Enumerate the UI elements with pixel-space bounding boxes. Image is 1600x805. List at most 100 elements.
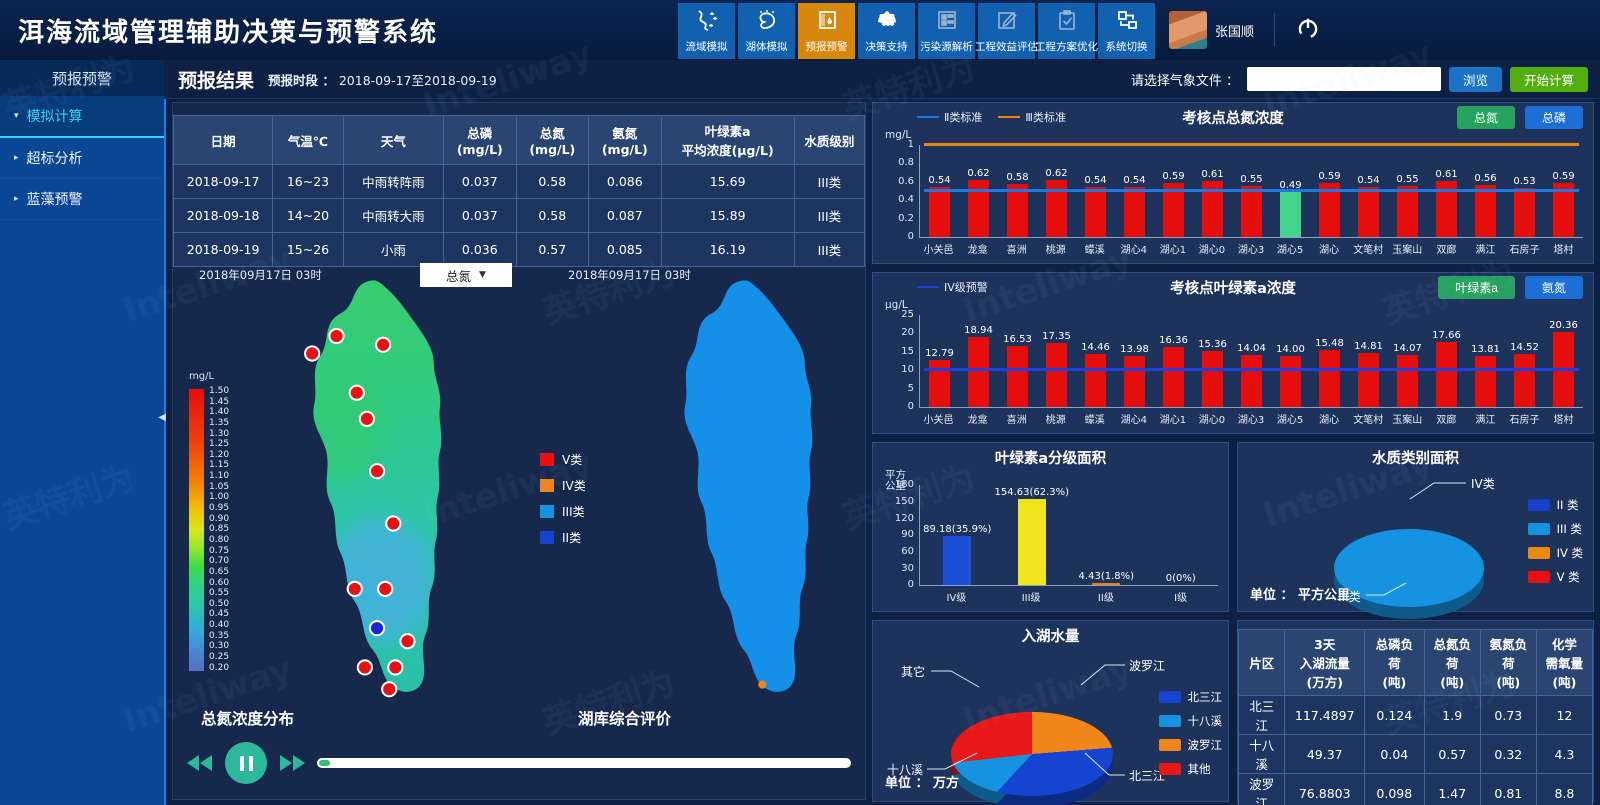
bar[interactable] (1280, 191, 1301, 237)
bar[interactable] (1358, 352, 1379, 408)
fast-forward-button[interactable] (279, 755, 305, 771)
monitoring-point[interactable] (348, 384, 365, 401)
monitoring-point[interactable] (375, 336, 392, 353)
bar[interactable] (1007, 346, 1028, 408)
monitoring-point[interactable] (381, 681, 398, 698)
bar[interactable] (1397, 186, 1418, 237)
x-tick-label: III级 (1021, 593, 1041, 605)
table-cell: 16.19 (660, 232, 795, 267)
browse-button[interactable]: 浏览 (1448, 66, 1502, 92)
bar[interactable] (1017, 499, 1046, 586)
monitoring-point[interactable] (358, 410, 376, 427)
monitoring-point[interactable] (385, 515, 402, 532)
nav-basin-simulation[interactable]: 流域模拟 (678, 3, 735, 59)
bar-value-label: 0(0%) (1165, 573, 1196, 585)
start-calc-button[interactable]: 开始计算 (1509, 66, 1588, 92)
nav-plan-optimization[interactable]: 工程方案优化 (1035, 3, 1098, 59)
nav-system-switch[interactable]: 系统切换 (1098, 3, 1155, 59)
nav-decision-support[interactable]: 决策支持 (858, 3, 915, 59)
monitoring-point[interactable] (377, 580, 394, 598)
sidebar-item-simulation[interactable]: ▾ 模拟计算 (0, 96, 164, 138)
bar[interactable] (968, 337, 989, 408)
bar-value-label: 14.46 (1081, 341, 1110, 353)
bar[interactable] (1163, 182, 1184, 237)
bar[interactable] (1124, 355, 1145, 408)
scale-tick: 1.10 (209, 471, 230, 482)
monitoring-point[interactable] (387, 659, 404, 676)
bar[interactable] (1241, 186, 1262, 237)
nav-forecast-warning[interactable]: 预报预警 (798, 3, 855, 59)
x-tick-label: 喜洲 (1006, 245, 1027, 256)
scale-tick: 0.55 (209, 588, 230, 599)
nav-pollution-analysis[interactable]: 污染源解析 (918, 3, 975, 59)
rewind-button[interactable] (187, 755, 213, 771)
divider (1274, 13, 1276, 47)
sidebar-item-exceedance[interactable]: ▸ 超标分析 (0, 138, 164, 179)
bar[interactable] (1436, 342, 1457, 408)
legend-swatch (1527, 571, 1550, 584)
monitoring-point[interactable] (356, 659, 373, 676)
chart-toggle-button[interactable]: 氨氮 (1524, 275, 1583, 299)
bar-value-label: 14.81 (1354, 340, 1383, 352)
bar[interactable] (1202, 180, 1223, 237)
bar-group: 14.04 (1232, 315, 1271, 408)
bar[interactable] (1163, 346, 1184, 408)
color-scale-bar (189, 389, 204, 671)
bar[interactable] (1475, 356, 1496, 408)
table-cell: III类 (793, 164, 866, 199)
bar[interactable] (1085, 187, 1106, 237)
y-tick-label: 0 (907, 579, 914, 591)
chart-head: 水质类别面积 (1238, 443, 1593, 471)
bar[interactable] (929, 187, 950, 237)
bar[interactable] (1475, 185, 1496, 237)
monitoring-point[interactable] (368, 620, 386, 637)
bar[interactable] (1319, 350, 1340, 408)
monitoring-point[interactable] (399, 633, 416, 650)
bar[interactable] (1241, 355, 1262, 408)
bar[interactable] (929, 360, 950, 408)
weather-file-group: 请选择气象文件 ： 浏览 开始计算 (1131, 66, 1588, 92)
chart-toggle-button[interactable]: 总磷 (1524, 105, 1583, 129)
pause-button[interactable] (225, 742, 267, 784)
monitoring-point[interactable] (368, 463, 386, 480)
bar[interactable] (1397, 355, 1418, 408)
timeline-progress-bar[interactable] (317, 758, 851, 768)
bar-group: 0.61 (1427, 145, 1466, 237)
nav-lake-simulation[interactable]: 湖体模拟 (738, 3, 795, 59)
bar[interactable] (1553, 182, 1574, 237)
table-cell: 0.087 (588, 198, 662, 233)
bar[interactable] (1046, 343, 1067, 408)
user-area: 张国顺 (1169, 11, 1337, 49)
bar[interactable] (1202, 350, 1223, 408)
bar[interactable] (1085, 353, 1106, 408)
nav-benefit-evaluation[interactable]: 工程效益评估 (975, 3, 1038, 59)
sidebar-collapse-icon[interactable]: ◀ (158, 412, 166, 423)
bar[interactable] (1514, 188, 1535, 237)
sidebar-item-algae[interactable]: ▸ 蓝藻预警 (0, 179, 164, 220)
bar[interactable] (1358, 187, 1379, 237)
chart-head: 入湖水量 (873, 621, 1228, 649)
bar[interactable] (1092, 582, 1121, 586)
bar[interactable] (1046, 179, 1067, 237)
monitoring-point[interactable] (304, 345, 321, 362)
bar[interactable] (943, 535, 972, 586)
power-icon[interactable] (1295, 15, 1321, 45)
chart-toggle-button[interactable]: 叶绿素a (1438, 275, 1515, 299)
bar[interactable] (1280, 355, 1301, 408)
bar[interactable] (1319, 182, 1340, 237)
user-avatar[interactable] (1169, 11, 1207, 49)
bar[interactable] (1124, 187, 1145, 237)
bar[interactable] (1007, 183, 1028, 237)
bar[interactable] (1436, 180, 1457, 237)
table-header-row: 片区 3天 入湖流量 (万方) 总磷负荷 (吨) 总氮负荷 (吨) 氨氮负荷 (吨) 化学… (1237, 629, 1594, 696)
chart-toggle-button[interactable]: 总氮 (1456, 105, 1515, 129)
map-variable-select[interactable]: 总氮 ▼ (420, 263, 512, 287)
main-nav: 流域模拟 湖体模拟 预报预警 决策支持 污染源解析 工程效益评估 (678, 3, 1155, 59)
monitoring-point[interactable] (328, 327, 345, 345)
table-row: 2018-09-19 15~26 小雨 0.036 0.57 0.085 16.19 III类 (172, 232, 866, 267)
user-name: 张国顺 (1215, 24, 1255, 40)
bar[interactable] (1514, 353, 1535, 408)
weather-file-input[interactable] (1246, 67, 1441, 91)
monitoring-point[interactable] (346, 580, 363, 598)
bar[interactable] (968, 179, 989, 237)
